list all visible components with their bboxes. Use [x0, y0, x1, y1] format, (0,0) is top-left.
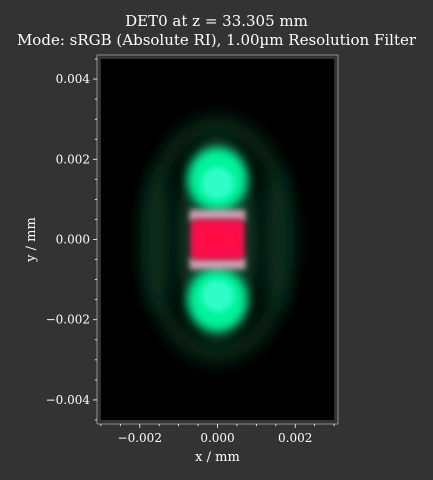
side-fringe-left [149, 169, 170, 310]
y-tick-label: 0.004 [56, 72, 91, 86]
outer-halo [140, 117, 295, 362]
green-lobe-upper-core [201, 167, 234, 200]
x-axis-label: x / mm [195, 450, 240, 465]
y-tick-label: 0.002 [56, 152, 90, 166]
y-tick-label: −0.002 [46, 313, 90, 327]
y-axis-label: y / mm [24, 217, 39, 263]
side-fringe-right [265, 169, 286, 310]
y-axis-ticks: 0.004 0.002 0.000 −0.002 −0.004 [46, 58, 97, 421]
x-axis-ticks: −0.002 0.000 0.002 [100, 424, 335, 445]
red-band-core [199, 229, 236, 250]
green-lobe-lower-core [201, 279, 234, 312]
chart-title: DET0 at z = 33.305 mm [125, 12, 308, 30]
y-tick-label: 0.000 [56, 233, 90, 247]
x-tick-label: 0.000 [200, 431, 234, 445]
pink-band-upper [189, 209, 246, 222]
x-tick-label: −0.002 [118, 431, 162, 445]
chart-subtitle: Mode: sRGB (Absolute RI), 1.00µm Resolut… [16, 31, 417, 49]
x-tick-label: 0.002 [278, 431, 312, 445]
pink-band-lower [189, 257, 246, 270]
y-tick-label: −0.004 [46, 393, 91, 407]
heatmap-image [100, 59, 335, 420]
